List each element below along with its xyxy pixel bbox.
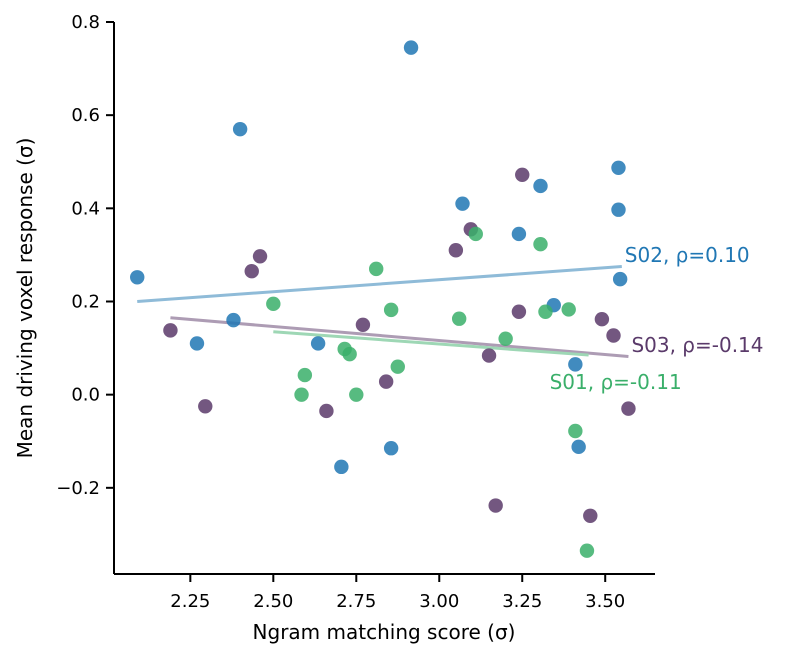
series-labels: S02, ρ=0.10 S03, ρ=-0.14 S01, ρ=-0.11 — [550, 243, 764, 394]
point-s01 — [533, 236, 548, 252]
point-s02 — [568, 357, 583, 372]
y-tick-label: −0.2 — [56, 478, 100, 499]
x-tick-label: 3.00 — [419, 591, 459, 612]
point-s03 — [583, 508, 598, 523]
y-tick-label: 0.2 — [71, 291, 100, 312]
point-s01 — [369, 261, 384, 277]
x-tick-label: 2.50 — [253, 591, 293, 612]
point-s01 — [297, 367, 313, 383]
y-tick-label: 0.8 — [71, 12, 100, 33]
point-s03 — [515, 167, 530, 182]
point-s02 — [571, 439, 586, 455]
point-s01 — [498, 331, 513, 346]
point-s02 — [533, 178, 548, 194]
point-s03 — [252, 249, 268, 264]
ticks: −0.2 0.0 0.2 0.4 0.6 0.8 2.25 2.50 2.75 3.00 3.25 3… — [56, 12, 625, 612]
point-s02 — [612, 271, 628, 287]
x-tick-label: 3.25 — [502, 591, 542, 612]
point-s03 — [244, 264, 259, 279]
fit-line-s01 — [273, 330, 589, 357]
x-tick-label: 2.75 — [336, 591, 376, 612]
point-s03 — [448, 243, 464, 258]
point-s03 — [511, 304, 527, 319]
point-s02 — [310, 336, 326, 351]
point-s03 — [163, 323, 178, 338]
point-s02 — [189, 336, 205, 351]
point-s02 — [455, 196, 470, 211]
point-s01 — [451, 311, 467, 326]
point-s03 — [198, 399, 213, 414]
series-label-s01: S01, ρ=-0.11 — [550, 370, 682, 394]
fit-line-s02 — [137, 265, 622, 303]
fit-lines — [137, 265, 629, 358]
point-s01 — [390, 359, 405, 374]
fit-line-s03 — [170, 316, 629, 358]
point-s03 — [355, 317, 371, 332]
point-s02 — [611, 160, 626, 176]
point-s01 — [538, 304, 553, 319]
point-s02 — [611, 202, 626, 217]
y-tick-label: 0.4 — [71, 198, 100, 219]
x-tick-label: 2.25 — [170, 591, 210, 612]
x-tick-label: 3.50 — [585, 591, 625, 612]
point-s03 — [378, 374, 394, 389]
point-s02 — [130, 270, 145, 285]
series-label-s02: S02, ρ=0.10 — [625, 243, 750, 267]
point-s03 — [594, 311, 610, 327]
x-axis-title: Ngram matching score (σ) — [253, 620, 516, 644]
point-s02 — [232, 121, 248, 137]
point-s01 — [468, 226, 483, 242]
y-tick-label: 0.0 — [71, 385, 100, 406]
y-axis-title: Mean driving voxel response (σ) — [13, 138, 37, 459]
point-s01 — [383, 302, 399, 318]
y-tick-label: 0.6 — [71, 105, 100, 126]
point-s01 — [266, 296, 281, 312]
point-s03 — [621, 401, 636, 416]
point-s02 — [403, 40, 419, 55]
point-s01 — [342, 346, 357, 362]
point-s02 — [226, 312, 241, 328]
point-s01 — [349, 387, 364, 402]
axes — [113, 22, 655, 575]
point-s02 — [383, 441, 399, 456]
point-s03 — [481, 348, 497, 363]
point-s03 — [319, 403, 334, 419]
point-s03 — [606, 328, 621, 343]
point-s01 — [579, 543, 595, 558]
point-s03 — [488, 498, 503, 513]
series-label-s03: S03, ρ=-0.14 — [631, 333, 763, 357]
point-s01 — [561, 302, 576, 317]
point-s02 — [511, 226, 527, 242]
points — [130, 40, 636, 558]
point-s02 — [334, 459, 349, 475]
point-s01 — [294, 387, 309, 402]
point-s01 — [568, 423, 583, 439]
